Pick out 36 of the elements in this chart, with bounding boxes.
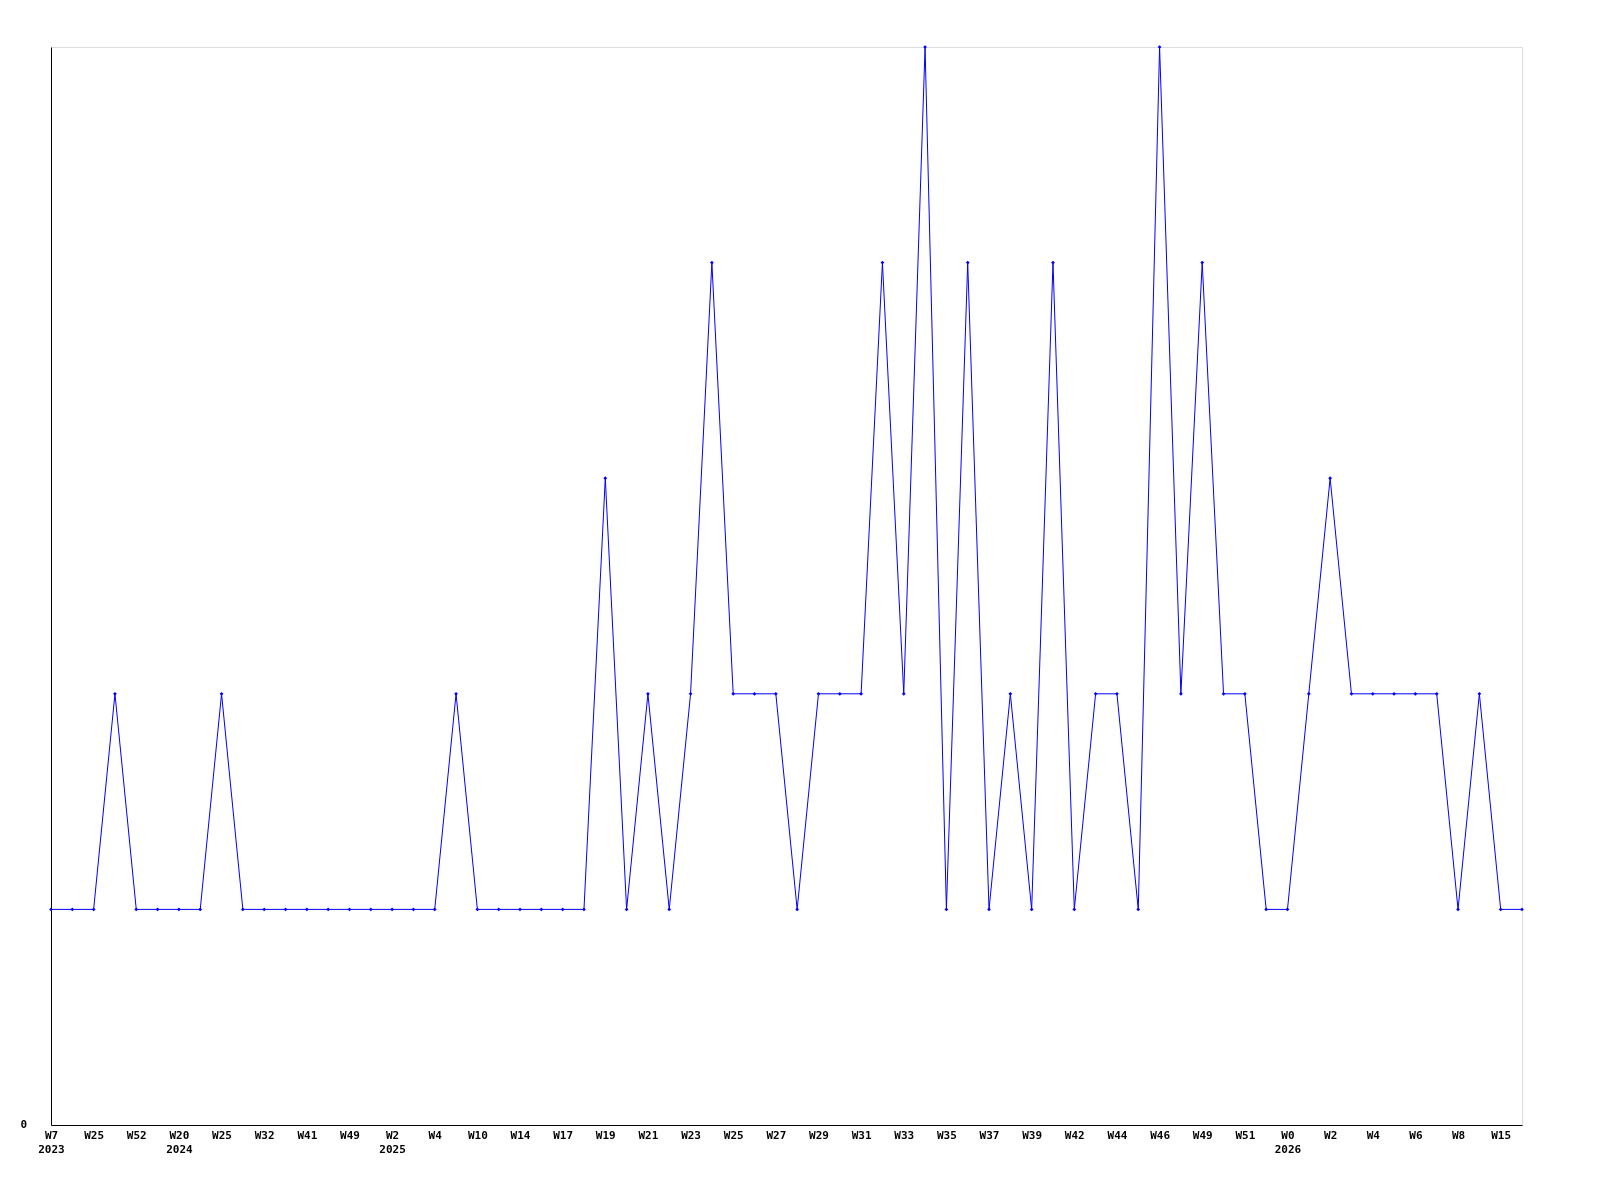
x-tick-label: W44 — [1107, 1128, 1128, 1142]
x-tick-label: W10 — [467, 1128, 488, 1142]
x-tick-label: W37 — [979, 1128, 1000, 1142]
x-tick-label: W17 — [553, 1128, 574, 1142]
x-tick-label: W33 — [894, 1128, 915, 1142]
x-tick-label: W20 2024 — [166, 1128, 194, 1156]
x-tick-label: W0 2026 — [1274, 1128, 1302, 1156]
x-tick-label: W32 — [254, 1128, 275, 1142]
x-tick-label: W6 — [1409, 1128, 1423, 1142]
x-tick-label: W8 — [1451, 1128, 1466, 1142]
x-tick-label: W4 — [1366, 1128, 1381, 1142]
x-tick-label: W29 — [809, 1128, 829, 1142]
x-tick-label: W49 — [1192, 1128, 1213, 1142]
x-tick-label: W2 — [1324, 1128, 1338, 1142]
x-tick-label: W52 — [126, 1128, 147, 1142]
x-tick-label: W14 — [510, 1128, 531, 1142]
x-tick-label: W25 — [212, 1128, 232, 1142]
x-tick-label: W4 — [428, 1128, 443, 1142]
x-tick-label: W19 — [595, 1128, 616, 1142]
x-tick-label: W39 — [1022, 1128, 1043, 1142]
x-tick-label: W2 2025 — [379, 1128, 406, 1156]
x-tick-label: W51 — [1235, 1128, 1256, 1142]
x-tick-label: W25 — [723, 1128, 744, 1142]
x-tick-label: W27 — [766, 1128, 787, 1142]
x-tick-label: W15 — [1491, 1128, 1512, 1142]
x-tick-label: W42 — [1064, 1128, 1085, 1142]
x-tick-label: W41 — [297, 1128, 318, 1142]
x-tick-label: W25 — [84, 1128, 105, 1142]
x-tick-label: W7 2023 — [38, 1128, 65, 1156]
text: 0 — [20, 1118, 27, 1131]
x-tick-label: W49 — [340, 1128, 360, 1142]
x-tick-label: W46 — [1150, 1128, 1171, 1142]
x-tick-label: W23 — [681, 1128, 701, 1142]
x-tick-label: W21 — [638, 1128, 659, 1142]
x-tick-label: W31 — [851, 1128, 872, 1142]
x-tick-label: W35 — [936, 1128, 957, 1142]
